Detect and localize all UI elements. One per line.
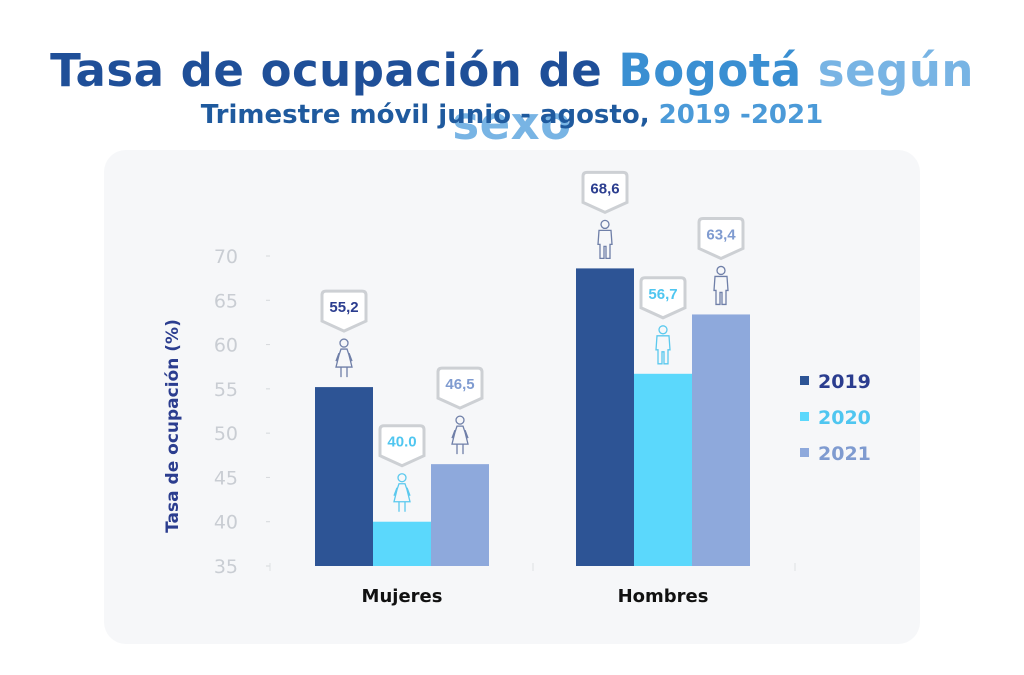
value-badge — [581, 170, 629, 215]
value-badge — [639, 276, 687, 320]
bar-mujeres-2021 — [431, 464, 489, 566]
icon-head — [600, 219, 610, 230]
y-tick-label: 40 — [214, 512, 238, 534]
x-tick-label-hombres: Hombres — [618, 586, 709, 607]
icon-body — [451, 425, 469, 455]
x-axis: Mujeres Hombres — [269, 563, 796, 607]
legend-swatch-2021 — [800, 448, 809, 457]
legend-label-2021: 2021 — [818, 443, 871, 465]
data-label: 55,2 — [329, 299, 358, 316]
y-tick-label: 45 — [214, 467, 238, 489]
icon-body — [393, 483, 411, 512]
chart-title: Tasa de ocupación de Bogotá según sexo — [0, 44, 1024, 150]
bar-hombres-2021 — [692, 314, 750, 566]
value-badge — [697, 216, 745, 261]
icon-head — [397, 473, 407, 483]
icon-head — [339, 338, 349, 348]
icon-head — [716, 265, 726, 276]
legend-swatch-2020 — [800, 412, 809, 421]
value-badge — [320, 289, 368, 333]
legend-label-2019: 2019 — [818, 371, 871, 393]
icon-body — [655, 335, 671, 365]
icon-body — [713, 275, 729, 306]
value-badge — [436, 366, 484, 410]
y-axis: 70 65 60 55 50 45 40 35 — [214, 246, 270, 578]
y-axis-label: Tasa de ocupación (%) — [163, 319, 183, 533]
man-icon — [597, 219, 613, 260]
y-tick-label: 70 — [214, 246, 238, 268]
icon-body — [335, 348, 353, 378]
bars — [315, 268, 750, 566]
title-part-3: según sexo — [452, 44, 974, 150]
icon-head — [455, 415, 465, 425]
title-part-2: Bogotá — [618, 44, 818, 97]
bar-hombres-2019 — [576, 268, 634, 566]
y-tick-label: 60 — [214, 335, 238, 357]
title-part-1: Tasa de ocupación de — [50, 44, 619, 97]
legend-swatch-2019 — [800, 376, 809, 385]
woman-icon — [335, 338, 353, 378]
man-icon — [713, 265, 729, 306]
woman-icon — [451, 415, 469, 455]
value-badge — [378, 424, 426, 468]
icon-body — [597, 229, 613, 260]
data-label: 46,5 — [445, 376, 474, 393]
data-label: 40.0 — [387, 434, 416, 451]
man-icon — [655, 325, 671, 365]
icon-head — [658, 325, 668, 335]
data-label: 63,4 — [706, 226, 736, 243]
legend: 2019 2020 2021 — [800, 371, 871, 465]
chart-panel — [104, 150, 920, 644]
data-labels: 55,2 40.0 46,5 68,6 56,7 63,4 — [320, 170, 745, 512]
bar-hombres-2020 — [634, 373, 692, 566]
woman-icon — [393, 473, 411, 512]
y-tick-label: 35 — [214, 556, 238, 578]
y-tick-label: 50 — [214, 423, 238, 445]
subtitle-part-2: 2019 -2021 — [658, 100, 824, 130]
subtitle-part-1: Trimestre móvil junio - agosto, — [200, 100, 659, 130]
x-tick-label-mujeres: Mujeres — [362, 586, 443, 607]
bar-mujeres-2020 — [373, 521, 431, 566]
data-label: 56,7 — [648, 286, 677, 303]
data-label: 68,6 — [590, 180, 619, 197]
y-tick-label: 65 — [214, 290, 238, 312]
bar-mujeres-2019 — [315, 387, 373, 566]
chart-subtitle: Trimestre móvil junio - agosto, 2019 -20… — [0, 100, 1024, 130]
legend-label-2020: 2020 — [818, 407, 871, 429]
y-tick-label: 55 — [214, 379, 238, 401]
